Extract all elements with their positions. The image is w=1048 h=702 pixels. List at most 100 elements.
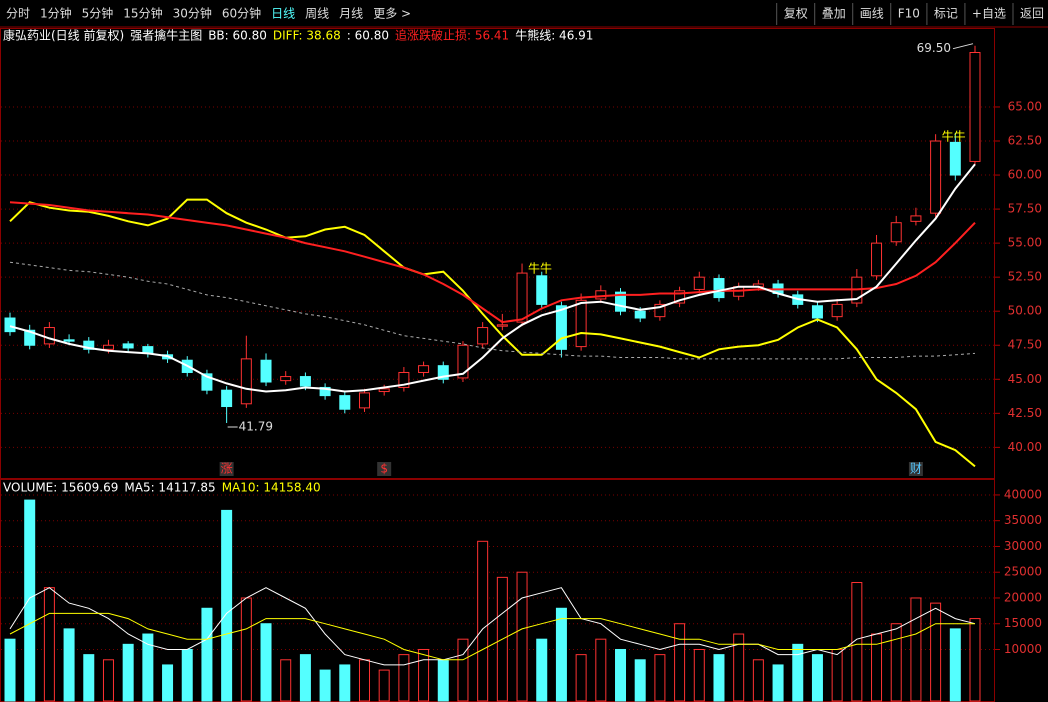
candle-body: [595, 290, 607, 300]
candle-body: [299, 376, 311, 387]
y-tick-label: 50.00: [1008, 304, 1042, 318]
volume-bar: [457, 638, 469, 702]
candle-body: [398, 371, 410, 388]
panel-header: BB: 60.80: [208, 29, 267, 43]
y-tick-label: 30000: [1004, 539, 1042, 553]
candle-body: [555, 305, 567, 350]
toolbar-button[interactable]: 画线: [860, 7, 884, 21]
volume-bar: [63, 628, 75, 702]
toolbar-tab[interactable]: 周线: [305, 7, 329, 21]
volume-bar: [851, 582, 863, 702]
flag: $: [380, 462, 388, 476]
volume-bar: [378, 669, 390, 702]
toolbar-tab[interactable]: 5分钟: [82, 6, 114, 21]
volume-bar: [693, 648, 705, 702]
panel-header: 牛熊线: 46.91: [515, 28, 593, 43]
toolbar-tab[interactable]: 60分钟: [222, 6, 261, 21]
high-arrow: [952, 43, 974, 50]
volume-bar: [299, 654, 311, 702]
volume-bar: [890, 623, 902, 702]
volume-bar: [752, 659, 764, 702]
toolbar-tab[interactable]: 更多 >: [373, 7, 411, 21]
flag-box: [219, 462, 234, 476]
toolbar-tab[interactable]: 1分钟: [40, 6, 72, 21]
volume-bar: [733, 633, 745, 702]
toolbar-button[interactable]: 返回: [1020, 7, 1044, 21]
candle-body: [4, 317, 16, 333]
y-tick-label: 57.50: [1008, 202, 1042, 216]
y-tick-label: 10000: [1004, 642, 1042, 656]
toolbar-button[interactable]: 标记: [934, 7, 958, 21]
candle-body: [43, 327, 55, 345]
annotation: 牛牛: [528, 261, 552, 276]
volume-bar: [260, 623, 272, 702]
candle-body: [102, 344, 114, 350]
candle-body: [496, 324, 508, 327]
volume-bar: [930, 602, 942, 702]
volume-bar: [162, 664, 174, 702]
flag: 财: [910, 462, 922, 476]
candle-body: [201, 373, 213, 391]
high-label: 69.50: [917, 41, 951, 55]
volume-bar: [969, 618, 981, 702]
toolbar-tab[interactable]: 日线: [271, 7, 295, 21]
candle-body: [693, 276, 705, 290]
volume-bar: [713, 654, 725, 702]
candle-body: [260, 359, 272, 383]
volume-bar: [181, 648, 193, 702]
volume-bar: [575, 654, 587, 702]
candle-body: [575, 299, 587, 348]
candle-body: [516, 272, 528, 323]
indicator-line: [9, 201, 976, 324]
y-tick-label: 55.00: [1008, 236, 1042, 250]
toolbar-tab[interactable]: 分时: [6, 7, 30, 21]
candle-body: [811, 305, 823, 319]
candle-body: [122, 343, 134, 349]
y-tick-label: 35000: [1004, 513, 1042, 527]
panel-header: MA10: 14158.40: [222, 481, 321, 495]
candle-body: [24, 329, 36, 346]
indicator-line: [9, 261, 976, 360]
volume-bar: [221, 509, 233, 702]
candle-body: [319, 386, 331, 397]
y-tick-label: 42.50: [1008, 406, 1042, 420]
volume-bar: [339, 664, 351, 702]
toolbar-tab[interactable]: 月线: [339, 7, 363, 21]
toolbar-button[interactable]: 叠加: [822, 7, 846, 21]
volume-bar: [280, 659, 292, 702]
y-tick-label: 52.50: [1008, 270, 1042, 284]
volume-bar: [772, 664, 784, 702]
indicator-line: [9, 198, 976, 468]
volume-bar: [477, 540, 489, 702]
volume-bar: [398, 654, 410, 702]
volume-bar: [615, 648, 627, 702]
toolbar-button[interactable]: +自选: [972, 7, 1006, 21]
candle-body: [437, 365, 449, 380]
volume-bar: [811, 654, 823, 702]
volume-bar: [595, 638, 607, 702]
flag-box: [908, 462, 923, 476]
volume-bar: [555, 607, 567, 702]
flag-box: [377, 462, 392, 476]
toolbar-tab[interactable]: 30分钟: [173, 6, 212, 21]
volume-bar: [358, 659, 370, 702]
price-frame: [0, 28, 995, 479]
candle-body: [831, 303, 843, 318]
candle-body: [358, 392, 370, 409]
toolbar-button[interactable]: 复权: [784, 7, 808, 21]
candle-body: [713, 278, 725, 299]
y-tick-label: 47.50: [1008, 338, 1042, 352]
y-tick-label: 25000: [1004, 565, 1042, 579]
y-tick-label: 60.00: [1008, 168, 1042, 182]
y-tick-label: 40.00: [1008, 440, 1042, 454]
volume-bar: [437, 659, 449, 702]
toolbar-button[interactable]: F10: [898, 7, 920, 21]
candle-body: [63, 339, 75, 342]
candle-body: [240, 358, 252, 405]
toolbar-tab[interactable]: 15分钟: [123, 6, 162, 21]
y-tick-label: 45.00: [1008, 372, 1042, 386]
candle-body: [654, 303, 666, 318]
volume-bar: [319, 669, 331, 702]
y-tick-label: 62.50: [1008, 134, 1042, 148]
